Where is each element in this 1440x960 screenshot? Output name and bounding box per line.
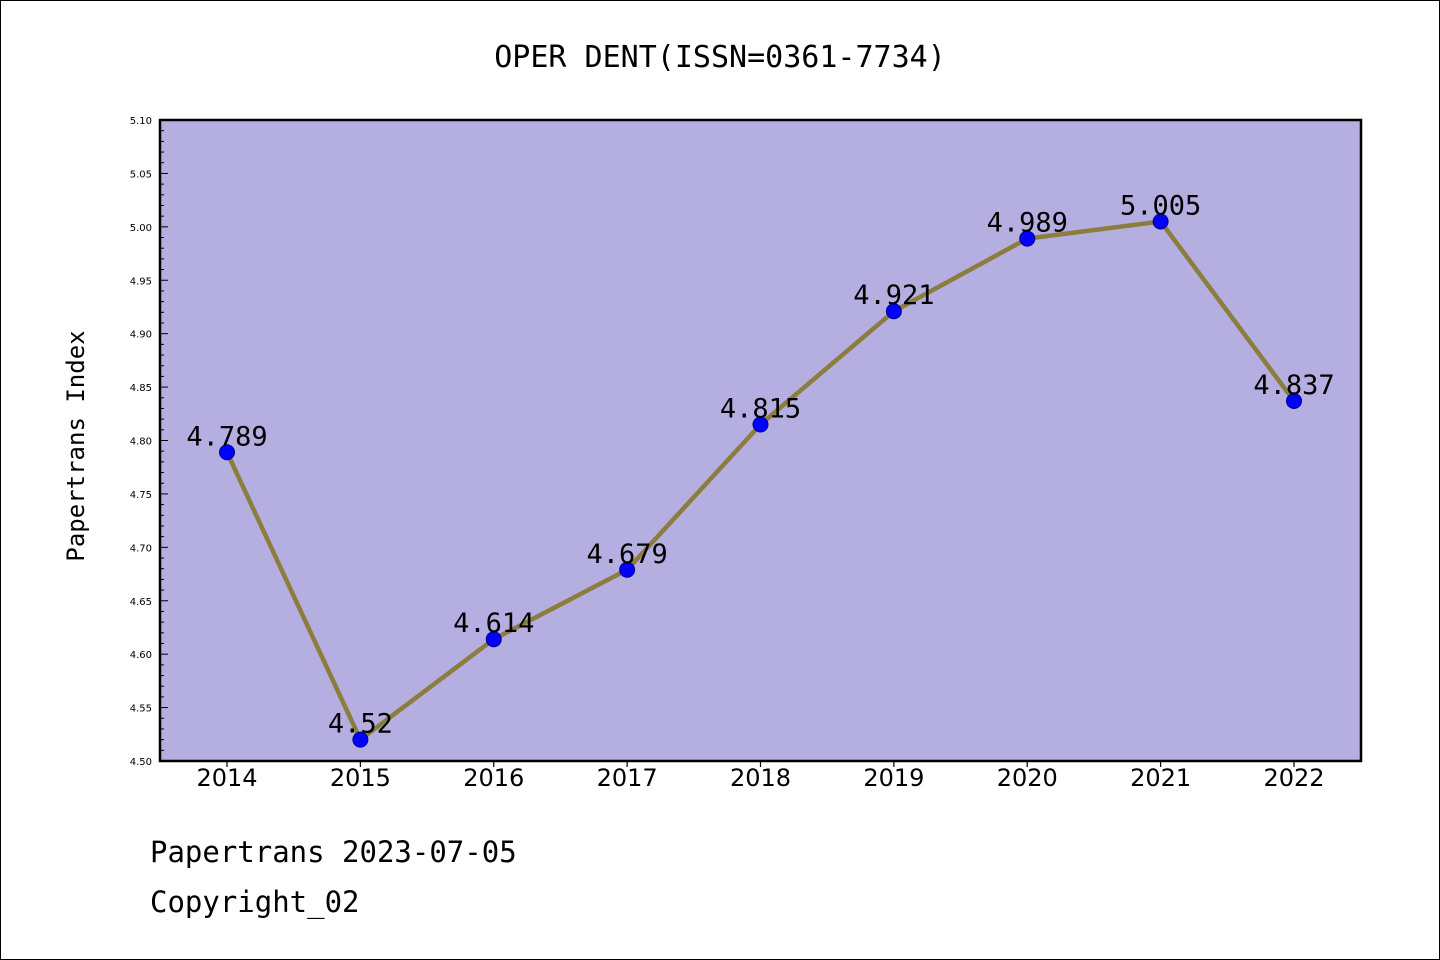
series-markers xyxy=(219,213,1302,748)
y-tick-label: 5.00 xyxy=(130,223,152,234)
y-tick-label: 4.55 xyxy=(130,704,152,715)
data-point xyxy=(619,561,636,578)
data-label: 4.989 xyxy=(987,208,1068,239)
data-label: 4.789 xyxy=(186,421,267,452)
data-label: 4.52 xyxy=(328,709,393,740)
chart-title: OPER DENT(ISSN=0361-7734) xyxy=(494,40,946,75)
x-tick-label: 2019 xyxy=(863,764,924,792)
data-label: 4.921 xyxy=(853,280,934,311)
data-label: 4.837 xyxy=(1253,370,1334,401)
data-label: 5.005 xyxy=(1120,190,1201,221)
y-tick-label: 5.10 xyxy=(130,116,152,127)
y-axis: 4.50 4.55 4.60 4.65 4.70 4.75 4.80 4.85 4.90 4.95… xyxy=(130,116,168,768)
data-label: 4.679 xyxy=(586,539,667,570)
x-tick-label: 2020 xyxy=(997,764,1058,792)
data-point xyxy=(219,444,235,461)
y-tick-label: 4.80 xyxy=(130,437,152,448)
data-point xyxy=(885,303,902,320)
footer-copyright: Copyright_02 xyxy=(150,885,360,919)
data-point xyxy=(752,416,769,433)
y-tick-label: 4.50 xyxy=(130,757,152,768)
data-point xyxy=(352,731,369,748)
data-point xyxy=(1019,230,1036,247)
y-tick-label: 4.70 xyxy=(130,543,152,554)
data-point xyxy=(485,631,502,648)
x-tick-label: 2017 xyxy=(597,764,658,792)
data-label: 4.815 xyxy=(720,393,801,424)
y-tick-label: 4.60 xyxy=(130,650,152,661)
x-tick-label: 2016 xyxy=(463,764,524,792)
x-tick-label: 2021 xyxy=(1130,764,1191,792)
x-tick-label: 2015 xyxy=(330,764,391,792)
y-axis-label: Papertrans Index xyxy=(62,330,90,561)
data-label: 4.614 xyxy=(453,608,534,639)
data-labels: 4.789 4.52 4.614 4.679 4.815 4.921 4.989 5.005 4… xyxy=(186,190,1334,739)
y-tick-label: 4.75 xyxy=(130,490,152,501)
data-point xyxy=(1286,392,1302,409)
y-tick-label: 4.95 xyxy=(130,276,152,287)
y-tick-label: 4.65 xyxy=(130,597,152,608)
y-tick-label: 5.05 xyxy=(130,169,152,180)
y-tick-label: 4.90 xyxy=(130,330,152,341)
x-tick-label: 2022 xyxy=(1263,764,1324,792)
x-tick-label: 2014 xyxy=(196,764,257,792)
x-axis: 2014 2015 2016 2017 2018 2019 2020 2021 2022 xyxy=(196,761,1325,792)
footer-date: Papertrans 2023-07-05 xyxy=(150,835,517,869)
x-tick-label: 2018 xyxy=(730,764,791,792)
data-point xyxy=(1152,213,1169,230)
y-tick-label: 4.85 xyxy=(130,383,152,394)
